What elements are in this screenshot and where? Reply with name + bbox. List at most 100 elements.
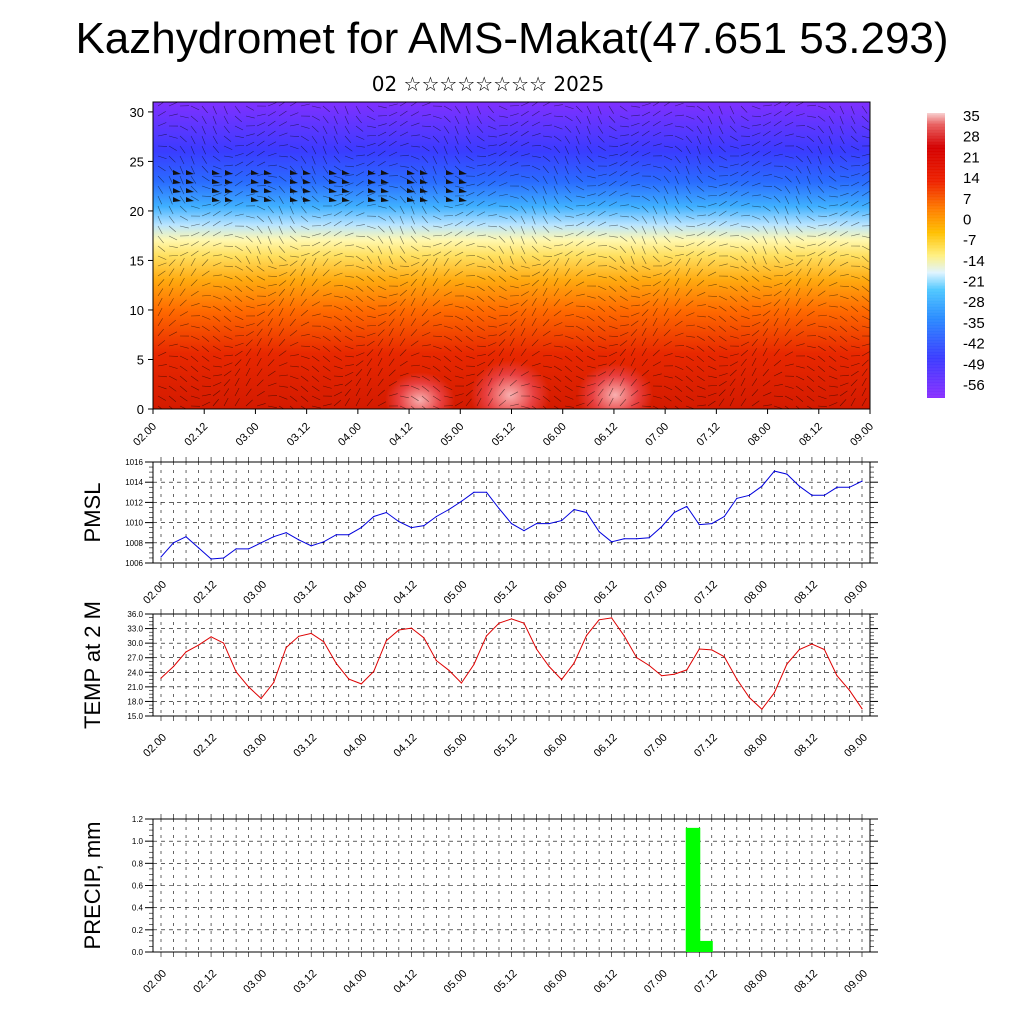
wind-barb <box>784 235 791 244</box>
data-point <box>498 622 500 624</box>
wind-barb <box>212 345 221 351</box>
wind-flag <box>459 188 467 193</box>
wind-barb <box>256 403 266 407</box>
colorbar-label: -49 <box>963 356 985 373</box>
wind-barb <box>223 105 228 115</box>
wind-barb <box>608 275 617 282</box>
wind-barb <box>399 298 406 307</box>
wind-barb <box>487 295 496 302</box>
wind-barb <box>201 335 210 342</box>
data-point <box>298 539 300 541</box>
wind-barb <box>333 202 343 207</box>
wind-barb <box>256 303 266 307</box>
wind-barb <box>564 185 571 194</box>
wind-flag <box>459 179 467 184</box>
wind-barb <box>432 185 438 195</box>
wind-barb <box>586 220 595 227</box>
wind-barb <box>520 383 530 387</box>
wind-barb <box>586 365 596 369</box>
wind-barb <box>465 165 475 169</box>
wind-barb <box>476 245 486 248</box>
wind-barb <box>630 357 636 367</box>
wind-barb <box>399 308 405 317</box>
wind-barb <box>531 102 539 107</box>
wind-barb <box>234 125 244 131</box>
wind-barb <box>773 235 778 245</box>
wind-barb <box>311 115 321 121</box>
data-point <box>423 637 425 639</box>
wind-barb <box>861 378 867 387</box>
wind-barb <box>432 355 441 361</box>
wind-barb <box>311 175 317 185</box>
wind-barb <box>707 202 717 207</box>
x-tick-label: 03.12 <box>291 579 319 607</box>
wind-barb <box>267 405 277 408</box>
wind-barb <box>278 272 288 277</box>
data-point <box>460 682 463 684</box>
wind-barb <box>498 124 508 127</box>
wind-barb <box>520 235 525 245</box>
wind-barb <box>784 155 794 159</box>
wind-barb <box>157 155 167 160</box>
wind-barb <box>718 285 728 289</box>
wind-barb <box>487 214 497 217</box>
wind-barb <box>652 289 660 297</box>
wind-barb <box>377 389 385 397</box>
wind-barb <box>652 281 661 287</box>
chart-title: Kazhydromet for AMS-Makat(47.651 53.293) <box>75 14 949 63</box>
wind-barb <box>740 325 751 327</box>
wind-barb <box>476 190 485 197</box>
wind-barb <box>630 205 640 210</box>
wind-barb <box>784 297 790 307</box>
wind-barb <box>663 385 673 391</box>
wind-barb <box>696 268 703 277</box>
wind-barb <box>234 377 240 387</box>
wind-barb <box>619 151 628 157</box>
wind-barb <box>542 245 552 250</box>
wind-flag <box>407 170 415 175</box>
wind-barb <box>762 328 769 337</box>
data-point <box>798 485 801 487</box>
wind-barb <box>333 315 342 322</box>
wind-barb <box>850 325 859 332</box>
wind-barb <box>443 375 452 382</box>
wind-barb <box>278 215 283 225</box>
wind-barb <box>784 255 794 261</box>
wind-barb <box>300 405 307 409</box>
wind-barb <box>157 175 165 183</box>
wind-barb <box>212 335 221 342</box>
wind-barb <box>487 350 496 357</box>
wind-barb <box>861 125 870 131</box>
wind-barb <box>311 155 316 165</box>
wind-barb <box>509 255 514 265</box>
wind-barb <box>795 268 802 277</box>
wind-barb <box>366 295 375 302</box>
wind-barb <box>641 318 648 327</box>
wind-barb <box>168 185 173 195</box>
wind-barb <box>784 328 791 337</box>
wind-barb <box>751 115 761 118</box>
wind-barb <box>520 120 529 127</box>
wind-barb <box>311 165 316 175</box>
wind-barb <box>190 375 199 382</box>
wind-flag <box>381 170 389 175</box>
wind-barb <box>740 387 746 397</box>
wind-barb <box>641 195 650 201</box>
wind-barb <box>168 277 174 287</box>
wind-barb <box>388 140 397 147</box>
data-point <box>698 524 700 526</box>
wind-barb <box>245 193 255 197</box>
wind-barb <box>619 358 625 367</box>
wind-barb <box>663 102 671 107</box>
wind-barb <box>201 365 210 371</box>
wind-barb <box>201 204 211 207</box>
wind-barb <box>245 215 255 219</box>
wind-barb <box>256 275 266 281</box>
wind-barb <box>256 150 265 157</box>
wind-barb <box>487 144 497 147</box>
wind-barb <box>201 315 211 320</box>
wind-barb <box>597 221 607 227</box>
wind-barb <box>685 155 690 165</box>
data-point <box>623 635 625 637</box>
